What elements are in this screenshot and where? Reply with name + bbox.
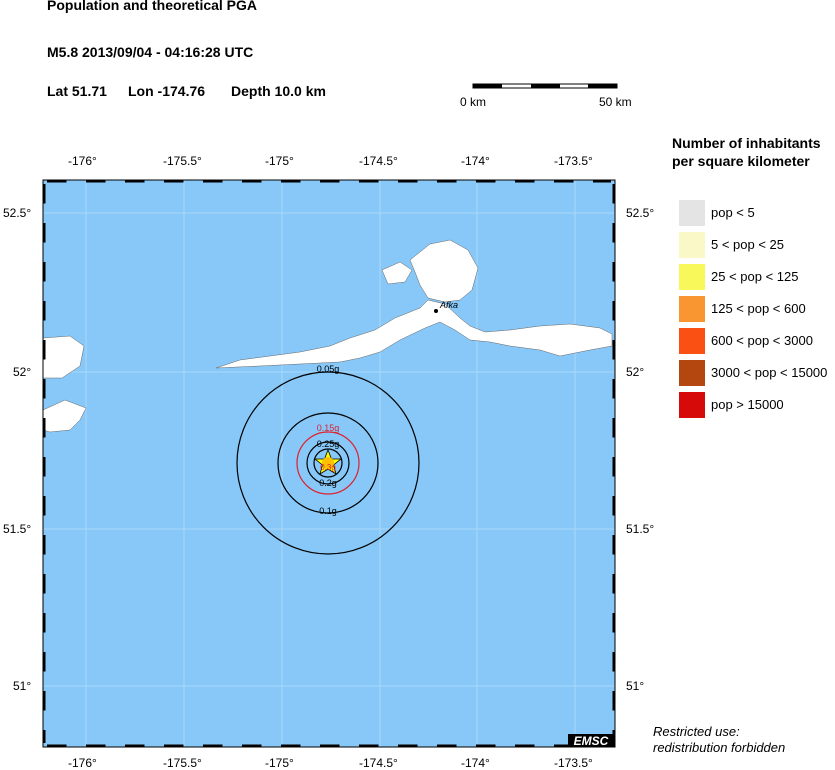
lon-tick-bottom: -175.5° <box>163 756 202 770</box>
legend-swatch <box>679 296 705 322</box>
legend-swatch <box>679 264 705 290</box>
legend-label: 25 < pop < 125 <box>711 269 799 284</box>
epicenter-star-icon: 0.3g <box>313 448 343 475</box>
legend-swatch <box>679 200 705 226</box>
legend-swatch <box>679 360 705 386</box>
pga-contours <box>236 371 420 555</box>
legend-label: pop > 15000 <box>711 397 784 412</box>
label-0.3g: 0.3g <box>320 463 336 472</box>
legend-subtitle: per square kilometer <box>672 153 810 169</box>
event-info: M5.8 2013/09/04 - 04:16:28 UTC <box>47 44 254 60</box>
legend-label: pop < 5 <box>711 205 755 220</box>
depth: Depth 10.0 km <box>231 83 326 99</box>
legend-swatch <box>679 328 705 354</box>
legend-label: 3000 < pop < 15000 <box>711 365 828 380</box>
scale-start: 0 km <box>460 95 487 109</box>
label-0.1g: 0.1g <box>319 506 337 516</box>
redistribution-notice: redistribution forbidden <box>653 740 786 755</box>
lat-tick-right: 52° <box>626 365 645 379</box>
contour-0.15g <box>296 431 360 495</box>
lon-tick-top: -173.5° <box>554 154 593 168</box>
lon-tick-bottom: -175° <box>265 756 294 770</box>
contour-0.2g <box>306 441 350 485</box>
graticule <box>43 180 615 747</box>
island-small <box>381 261 413 285</box>
map-frame <box>42 179 616 748</box>
lat-tick-left: 51.5° <box>3 522 32 536</box>
island-chain <box>215 299 613 369</box>
lon-tick-top: -174.5° <box>359 154 398 168</box>
longitude: Lon -174.76 <box>128 83 206 99</box>
place-afka: Afka <box>434 300 458 313</box>
label-0.05g: 0.05g <box>317 364 340 374</box>
land <box>42 239 613 433</box>
emsc-logo: EMSC <box>568 734 615 748</box>
lat-tick-right: 52.5° <box>626 206 655 220</box>
label-0.15g: 0.15g <box>317 423 340 433</box>
lon-tick-top: -174° <box>461 154 490 168</box>
lon-tick-top: -175° <box>265 154 294 168</box>
legend-label: 600 < pop < 3000 <box>711 333 813 348</box>
island-large <box>409 239 479 303</box>
lat-tick-left: 52.5° <box>3 206 32 220</box>
lon-tick-bottom: -174.5° <box>359 756 398 770</box>
lat-tick-left: 52° <box>13 365 32 379</box>
label-0.2g: 0.2g <box>319 478 337 488</box>
legend-label: 5 < pop < 25 <box>711 237 785 252</box>
label-0.25g: 0.25g <box>317 439 340 449</box>
legend-title: Number of inhabitants <box>672 135 821 151</box>
place-label: Afka <box>439 300 458 310</box>
legend-swatch <box>679 232 705 258</box>
lon-tick-bottom: -176° <box>68 756 97 770</box>
latitude: Lat 51.71 <box>47 83 107 99</box>
lat-tick-left: 51° <box>13 679 32 693</box>
lon-tick-top: -176° <box>68 154 97 168</box>
page-title: Population and theoretical PGA <box>47 0 258 13</box>
contour-0.05g <box>236 371 420 555</box>
lon-tick-bottom: -174° <box>461 756 490 770</box>
legend-label: 125 < pop < 600 <box>711 301 806 316</box>
contour-0.1g <box>277 412 379 514</box>
svg-text:EMSC: EMSC <box>574 734 609 748</box>
lat-tick-right: 51.5° <box>626 522 655 536</box>
lat-tick-right: 51° <box>626 679 645 693</box>
lon-tick-top: -175.5° <box>163 154 202 168</box>
legend-swatch <box>679 392 705 418</box>
lon-tick-bottom: -173.5° <box>554 756 593 770</box>
scale-end: 50 km <box>599 95 632 109</box>
restricted-notice: Restricted use: <box>653 724 740 739</box>
